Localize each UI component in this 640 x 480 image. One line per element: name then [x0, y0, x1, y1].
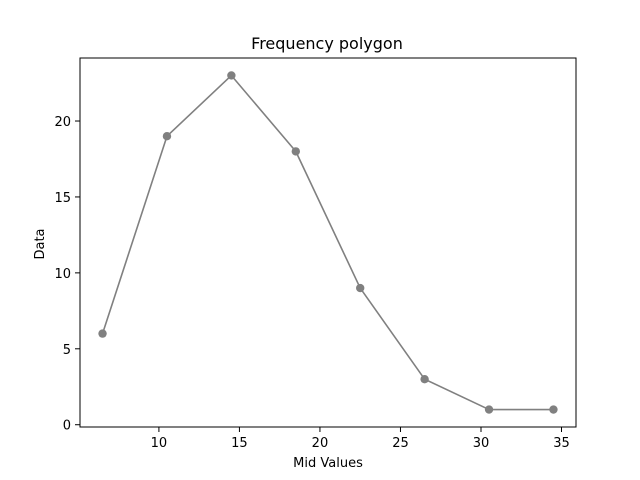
data-point: [162, 132, 172, 141]
x-tick-label: 35: [553, 436, 570, 451]
y-tick-label: 10: [54, 267, 71, 282]
x-tick-label: 30: [473, 436, 490, 451]
y-tick-label: 20: [54, 115, 71, 130]
x-tick-label: 25: [392, 436, 409, 451]
data-point: [356, 283, 365, 293]
y-tick-label: 5: [63, 343, 71, 358]
y-tick-label: 0: [63, 419, 71, 434]
x-axis-ticks: 10 15 20 25 30 35: [151, 427, 570, 451]
x-tick-label: 20: [312, 436, 329, 451]
y-axis-label: Data: [33, 228, 48, 259]
x-tick-label: 15: [231, 436, 248, 451]
chart-title: Frequency polygon: [251, 34, 403, 53]
data-point: [484, 405, 494, 414]
y-axis-ticks: 0 5 10 15 20: [54, 115, 80, 434]
y-tick-label: 15: [54, 191, 71, 206]
data-point: [549, 405, 558, 414]
data-point: [420, 374, 429, 384]
x-tick-label: 10: [151, 436, 168, 451]
data-point: [227, 71, 236, 80]
series-line: [101, 74, 554, 411]
x-axis-label: Mid Values: [293, 456, 363, 471]
data-point: [291, 147, 300, 156]
plot-area-frame: [79, 57, 577, 428]
series-layer: [98, 71, 558, 414]
data-point: [98, 329, 107, 338]
